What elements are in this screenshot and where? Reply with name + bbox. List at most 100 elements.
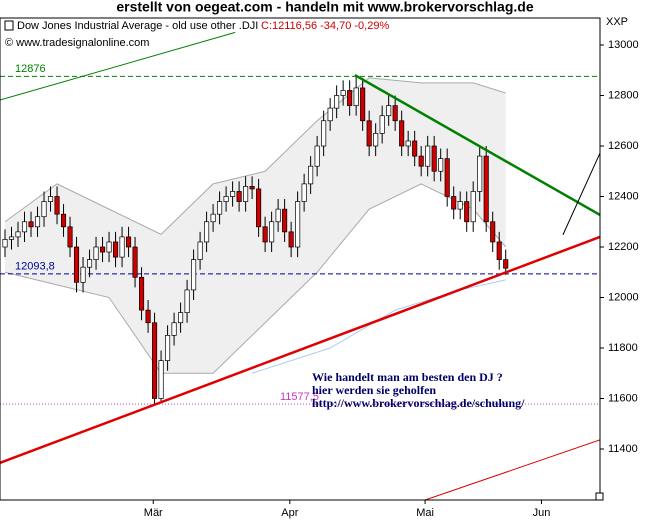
axis-name: XXP bbox=[606, 16, 628, 28]
trend-line bbox=[354, 73, 600, 217]
y-tick-label: 12400 bbox=[608, 190, 639, 202]
candle-body bbox=[425, 145, 431, 167]
candle-body bbox=[60, 213, 67, 228]
candle-body bbox=[126, 236, 132, 248]
candle-body bbox=[230, 191, 236, 197]
candle-body bbox=[54, 196, 60, 215]
candle-body bbox=[340, 90, 346, 96]
candle-body bbox=[119, 236, 125, 258]
x-tick-label: Mär bbox=[144, 507, 163, 519]
candle-body bbox=[210, 213, 216, 223]
candle-body bbox=[204, 221, 210, 243]
candle-body bbox=[444, 158, 450, 197]
y-tick-label: 12600 bbox=[608, 140, 639, 152]
candle-body bbox=[73, 246, 80, 283]
candle-body bbox=[314, 145, 320, 167]
trend-line bbox=[0, 31, 236, 101]
candle-body bbox=[21, 221, 28, 233]
candle-body bbox=[366, 120, 372, 147]
instrument-name: Dow Jones Industrial Average - old use o… bbox=[17, 20, 258, 32]
candle-body bbox=[464, 201, 470, 223]
candle-body bbox=[360, 87, 366, 122]
y-tick-label: 13000 bbox=[608, 39, 639, 51]
level-label: 11577,5 bbox=[280, 391, 319, 403]
candle-body bbox=[158, 360, 164, 399]
candle-body bbox=[288, 231, 294, 248]
candle-body bbox=[275, 208, 281, 223]
candle-body bbox=[145, 309, 151, 324]
legend-icon bbox=[4, 20, 14, 31]
candle-body bbox=[373, 133, 379, 147]
candle-body bbox=[405, 140, 411, 147]
level-label: 12093,8 bbox=[15, 261, 55, 273]
plot-frame bbox=[0, 17, 601, 501]
x-tick-label: Apr bbox=[281, 507, 298, 519]
candle-body bbox=[2, 239, 8, 248]
candle-body bbox=[165, 335, 171, 361]
y-tick-label: 12000 bbox=[608, 291, 639, 303]
candle-body bbox=[223, 196, 229, 202]
candle-body bbox=[269, 221, 275, 243]
candle-body bbox=[412, 140, 418, 157]
y-tick-label: 12800 bbox=[608, 89, 639, 101]
candle-body bbox=[99, 246, 106, 253]
candle-body bbox=[301, 183, 307, 202]
candle-body bbox=[503, 259, 509, 269]
y-tick-label: 12200 bbox=[608, 241, 639, 253]
candle-body bbox=[152, 322, 158, 399]
corner-icon bbox=[595, 492, 604, 501]
x-tick-label: Mai bbox=[416, 507, 434, 519]
candle-body bbox=[171, 322, 177, 336]
candle-body bbox=[34, 216, 41, 228]
candle-body bbox=[113, 241, 119, 258]
candle-body bbox=[392, 105, 398, 122]
plot-area bbox=[0, 31, 600, 500]
candle-body bbox=[139, 276, 145, 311]
y-tick-label: 11400 bbox=[608, 443, 638, 455]
candle-body bbox=[490, 221, 496, 243]
annotation: http://www.brokervorschlag.de/schulung/ bbox=[312, 396, 525, 410]
candle-body bbox=[217, 201, 223, 215]
candle-body bbox=[132, 246, 138, 278]
band-fill bbox=[5, 77, 506, 374]
candle-body bbox=[262, 226, 268, 243]
candle-body bbox=[28, 221, 34, 228]
candle-body bbox=[496, 241, 502, 260]
candle-body bbox=[438, 158, 444, 172]
candle-body bbox=[347, 90, 353, 106]
candle-body bbox=[106, 241, 112, 253]
candle-body bbox=[431, 145, 437, 172]
candle-body bbox=[197, 241, 203, 260]
candle-body bbox=[256, 188, 262, 228]
candle-body bbox=[470, 191, 476, 223]
chart-title: erstellt von oegeat.com - handeln mit ww… bbox=[116, 0, 533, 15]
y-tick-label: 11600 bbox=[608, 392, 638, 404]
candle-body bbox=[243, 186, 249, 202]
annotation: Wie handelt man am besten den DJ ? bbox=[312, 370, 503, 384]
candle-body bbox=[8, 236, 15, 240]
candle-body bbox=[418, 155, 424, 167]
candle-body bbox=[295, 201, 301, 248]
candle-body bbox=[451, 196, 457, 210]
candle-body bbox=[327, 107, 333, 122]
candle-body bbox=[386, 105, 392, 117]
band-upper bbox=[4, 77, 506, 235]
candle-body bbox=[249, 186, 255, 190]
y-tick-label: 11800 bbox=[608, 342, 638, 354]
candle-body bbox=[236, 191, 242, 202]
candle-body bbox=[308, 165, 314, 185]
quote: C:12116,56 -34,70 -0,29% bbox=[261, 20, 389, 32]
candle-body bbox=[321, 120, 327, 147]
candle-body bbox=[67, 226, 73, 248]
candle-body bbox=[483, 155, 489, 223]
candle-body bbox=[399, 120, 405, 147]
annotation: hier werden sie geholfen bbox=[312, 383, 436, 397]
x-tick-label: Jun bbox=[533, 507, 551, 519]
trend-line bbox=[562, 152, 600, 236]
candle-body bbox=[379, 115, 385, 134]
candle-body bbox=[457, 201, 463, 210]
candle-body bbox=[41, 201, 47, 218]
candle-body bbox=[86, 259, 93, 268]
band-lower bbox=[4, 183, 507, 374]
